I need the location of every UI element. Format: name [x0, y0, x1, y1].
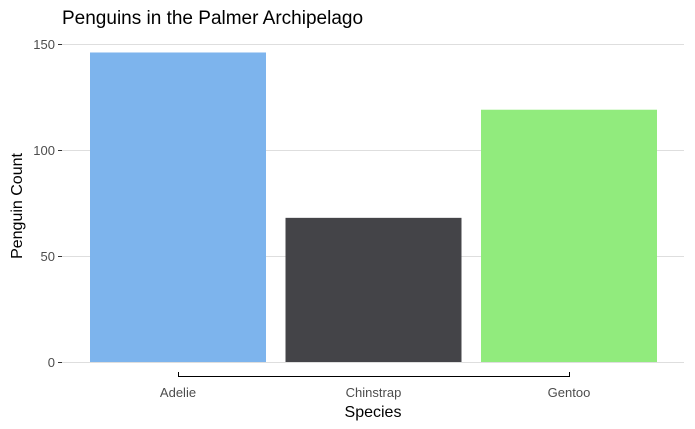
y-tick-label: 100	[33, 143, 55, 158]
chart-title: Penguins in the Palmer Archipelago	[62, 8, 363, 29]
x-axis-ticks: Adelie Chinstrap Gentoo	[160, 385, 590, 400]
bars	[90, 52, 657, 362]
y-axis-ticks: 0 50 100 150	[33, 37, 62, 370]
y-tick-label: 150	[33, 37, 55, 52]
bar-chinstrap	[285, 217, 462, 362]
y-tick-label: 0	[48, 355, 55, 370]
x-tick-label-adelie: Adelie	[160, 385, 196, 400]
y-tick-label: 50	[41, 249, 55, 264]
y-axis-title: Penguin Count	[9, 153, 26, 259]
bar-adelie	[90, 52, 266, 362]
x-axis-title: Species	[345, 404, 402, 421]
x-tick-label-gentoo: Gentoo	[548, 385, 591, 400]
bar-gentoo	[481, 109, 657, 362]
x-tick-label-chinstrap: Chinstrap	[346, 385, 402, 400]
